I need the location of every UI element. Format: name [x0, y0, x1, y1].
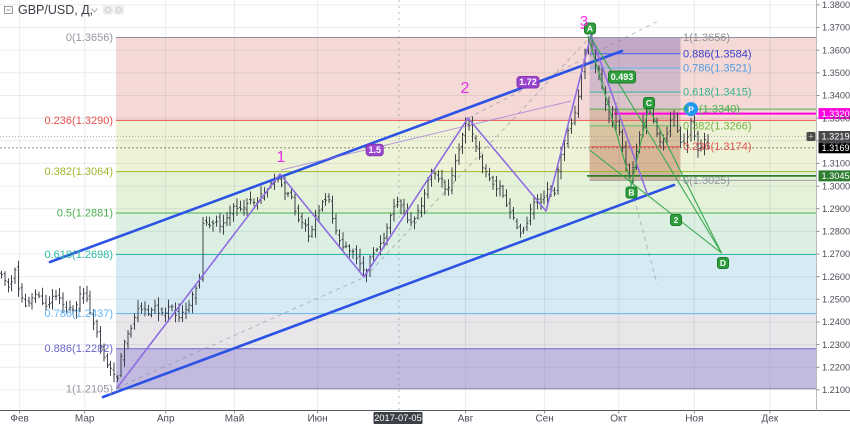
- svg-text:1.3700: 1.3700: [822, 23, 850, 33]
- svg-text:1.3100: 1.3100: [822, 159, 850, 169]
- svg-text:0.382(1.3064): 0.382(1.3064): [45, 166, 114, 178]
- svg-text:B: B: [628, 188, 634, 198]
- svg-text:0.493: 0.493: [611, 72, 634, 82]
- svg-text:1.2200: 1.2200: [822, 363, 850, 373]
- svg-text:1.3300: 1.3300: [822, 113, 850, 123]
- svg-text:1.2100: 1.2100: [822, 385, 850, 395]
- svg-text:Дек: Дек: [762, 414, 779, 425]
- svg-text:Сен: Сен: [535, 414, 553, 425]
- svg-text:2: 2: [674, 215, 679, 225]
- svg-text:1.2500: 1.2500: [822, 295, 850, 305]
- svg-text:0.886(1.2282): 0.886(1.2282): [45, 343, 114, 355]
- svg-text:1.2900: 1.2900: [822, 204, 850, 214]
- svg-text:1.3500: 1.3500: [822, 68, 850, 78]
- svg-text:Фев: Фев: [10, 414, 28, 425]
- svg-text:2017-07-05: 2017-07-05: [374, 413, 422, 423]
- svg-text:(1.3340): (1.3340): [699, 104, 740, 116]
- svg-text:1.3600: 1.3600: [822, 45, 850, 55]
- svg-text:D: D: [720, 258, 726, 268]
- svg-text:1(1.3656): 1(1.3656): [683, 32, 730, 44]
- svg-text:0(1.3656): 0(1.3656): [66, 32, 113, 44]
- svg-text:1.3045: 1.3045: [822, 171, 850, 181]
- svg-text:A: A: [587, 24, 593, 34]
- svg-text:1.3800: 1.3800: [822, 0, 850, 10]
- svg-text:3: 3: [580, 13, 588, 30]
- svg-text:+: +: [808, 132, 813, 142]
- svg-text:1.3320: 1.3320: [822, 109, 850, 119]
- svg-text:1.3200: 1.3200: [822, 136, 850, 146]
- svg-text:1.2600: 1.2600: [822, 272, 850, 282]
- svg-text:Апр: Апр: [157, 414, 175, 425]
- svg-text:0: 0: [683, 104, 689, 116]
- svg-text:0(1.3025): 0(1.3025): [683, 175, 730, 187]
- svg-text:Ноя: Ноя: [685, 414, 703, 425]
- svg-text:0.618(1.3415): 0.618(1.3415): [683, 87, 752, 99]
- svg-text:0.236(1.3290): 0.236(1.3290): [45, 115, 114, 127]
- svg-text:0.236(1.3174): 0.236(1.3174): [683, 141, 752, 153]
- svg-text:1.2300: 1.2300: [822, 340, 850, 350]
- svg-text:1.5: 1.5: [368, 145, 381, 155]
- svg-text:GBP/USD, Д,: GBP/USD, Д,: [18, 3, 93, 17]
- svg-text:P: P: [688, 104, 694, 114]
- svg-text:0.786(1.3521): 0.786(1.3521): [683, 63, 752, 75]
- svg-text:1.3000: 1.3000: [822, 181, 850, 191]
- svg-text:1(1.2105): 1(1.2105): [66, 383, 113, 395]
- svg-text:0.618(1.2698): 0.618(1.2698): [45, 249, 114, 261]
- svg-text:Авг: Авг: [458, 414, 474, 425]
- svg-text:Май: Май: [225, 414, 245, 425]
- svg-text:2: 2: [461, 80, 470, 97]
- svg-text:Мар: Мар: [75, 414, 95, 425]
- svg-text:1.2800: 1.2800: [822, 227, 850, 237]
- svg-text:1.3169: 1.3169: [822, 143, 850, 153]
- svg-text:1.72: 1.72: [519, 77, 537, 87]
- svg-text:Окт: Окт: [610, 414, 627, 425]
- svg-text:0.5(1.2881): 0.5(1.2881): [57, 208, 113, 220]
- svg-text:0.786(1.2437): 0.786(1.2437): [45, 308, 114, 320]
- svg-text:1.3400: 1.3400: [822, 91, 850, 101]
- svg-text:1.2700: 1.2700: [822, 249, 850, 259]
- svg-text:1.2400: 1.2400: [822, 317, 850, 327]
- svg-text:Июн: Июн: [307, 414, 327, 425]
- svg-text:1: 1: [277, 149, 286, 166]
- svg-text:0.886(1.3584): 0.886(1.3584): [683, 48, 752, 60]
- svg-text:1.3219: 1.3219: [822, 132, 850, 142]
- svg-text:0.382(1.3266): 0.382(1.3266): [683, 120, 752, 132]
- svg-text:C: C: [646, 98, 652, 108]
